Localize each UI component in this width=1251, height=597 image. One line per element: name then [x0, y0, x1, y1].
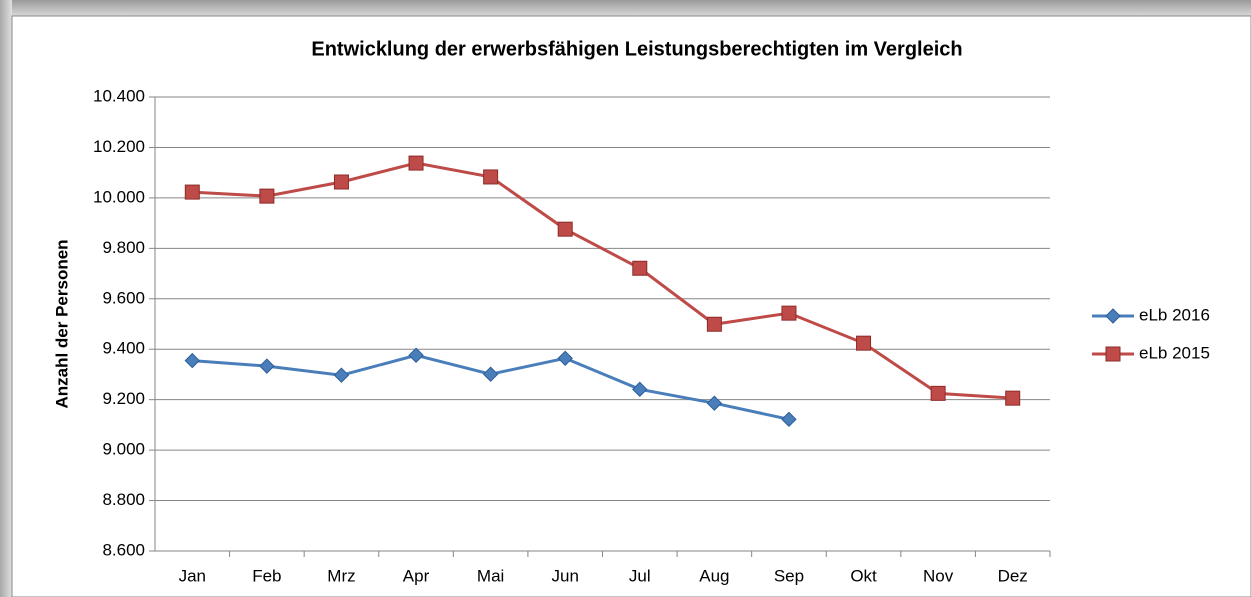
- x-tick-label: Nov: [923, 566, 954, 585]
- data-point: [408, 155, 424, 171]
- x-tick-label: Feb: [252, 566, 281, 585]
- data-point: [259, 188, 275, 204]
- chart-area: [11, 15, 1251, 597]
- y-tick-label: 10.000: [93, 187, 145, 206]
- data-point: [1005, 390, 1021, 406]
- data-point: [706, 395, 723, 411]
- x-tick-label: Jun: [551, 566, 578, 585]
- y-tick-label: 9.800: [102, 238, 145, 257]
- x-tick-label: Sep: [774, 566, 804, 585]
- legend-label: eLb 2015: [1139, 343, 1210, 362]
- x-tick-label: Dez: [998, 566, 1028, 585]
- data-point: [333, 367, 350, 383]
- data-point: [706, 316, 722, 332]
- y-tick-label: 10.400: [93, 86, 145, 105]
- data-point: [408, 347, 424, 363]
- x-tick-label: Aug: [699, 566, 729, 585]
- x-tick-label: Jul: [629, 566, 651, 585]
- data-point: [482, 366, 499, 382]
- series-line: [192, 161, 1013, 400]
- data-point: [632, 381, 648, 398]
- data-point: [557, 221, 573, 237]
- y-tick-label: 9.200: [102, 389, 145, 408]
- y-tick-label: 10.200: [93, 137, 145, 156]
- y-tick-label: 8.600: [102, 540, 145, 559]
- data-point: [333, 174, 349, 190]
- data-point: [184, 184, 200, 200]
- data-point: [483, 169, 499, 185]
- data-point: [184, 352, 200, 369]
- legend-marker: [1105, 346, 1121, 362]
- y-tick-label: 9.400: [102, 339, 145, 358]
- y-tick-label: 9.000: [102, 440, 145, 459]
- x-tick-label: Mrz: [327, 566, 355, 585]
- frame-shadow-left: [0, 0, 12, 597]
- legend-label: eLb 2016: [1139, 305, 1210, 324]
- data-point: [781, 411, 797, 428]
- data-point: [781, 305, 797, 321]
- y-axis-title: Anzahl der Personen: [52, 239, 71, 408]
- x-tick-label: Okt: [850, 566, 877, 585]
- data-point: [856, 335, 872, 351]
- y-tick-label: 8.800: [102, 490, 145, 509]
- x-tick-label: Apr: [403, 566, 430, 585]
- x-tick-label: Mai: [477, 566, 504, 585]
- data-point: [259, 358, 275, 374]
- data-point: [930, 385, 946, 401]
- legend-marker: [1105, 308, 1121, 324]
- chart-title: Entwicklung der erwerbsfähigen Leistungs…: [311, 38, 962, 60]
- x-tick-label: Jan: [179, 566, 206, 585]
- frame-shadow-top: [0, 0, 1251, 16]
- data-point: [557, 350, 573, 367]
- data-point: [632, 260, 648, 276]
- y-tick-label: 9.600: [102, 288, 145, 307]
